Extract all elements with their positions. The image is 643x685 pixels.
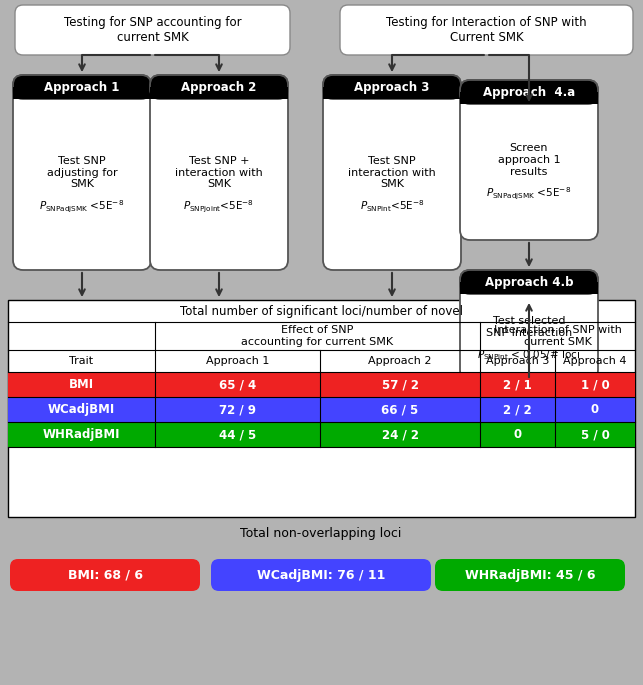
Text: WHRadjBMI: WHRadjBMI	[42, 428, 120, 441]
Text: 72 / 9: 72 / 9	[219, 403, 256, 416]
Text: $P_{\mathrm{SNPadjSMK}}$ <5E$^{-8}$: $P_{\mathrm{SNPadjSMK}}$ <5E$^{-8}$	[486, 186, 572, 202]
Text: 24 / 2: 24 / 2	[381, 428, 419, 441]
Text: BMI: BMI	[69, 378, 94, 391]
Text: 57 / 2: 57 / 2	[381, 378, 419, 391]
Text: Test selected
SNP interaction: Test selected SNP interaction	[486, 316, 572, 338]
Text: Total non-overlapping loci: Total non-overlapping loci	[240, 527, 402, 540]
Text: Test SNP +
interaction with
SMK: Test SNP + interaction with SMK	[175, 156, 263, 189]
Text: 5 / 0: 5 / 0	[581, 428, 610, 441]
Text: 65 / 4: 65 / 4	[219, 378, 256, 391]
FancyBboxPatch shape	[10, 559, 200, 591]
Text: Screen
approach 1
results: Screen approach 1 results	[498, 143, 560, 177]
Text: Test SNP
interaction with
SMK: Test SNP interaction with SMK	[348, 156, 436, 189]
Text: WCadjBMI: 76 / 11: WCadjBMI: 76 / 11	[257, 569, 385, 582]
Text: BMI: 68 / 6: BMI: 68 / 6	[68, 569, 143, 582]
Bar	[8, 397, 635, 422]
FancyBboxPatch shape	[323, 75, 461, 99]
Text: Approach  4.a: Approach 4.a	[483, 86, 575, 99]
Text: 0: 0	[514, 428, 521, 441]
Text: Approach 3: Approach 3	[486, 356, 549, 366]
Text: Approach 1: Approach 1	[206, 356, 269, 366]
FancyBboxPatch shape	[150, 75, 288, 270]
FancyBboxPatch shape	[460, 270, 598, 380]
Text: 0: 0	[591, 403, 599, 416]
Text: 1 / 0: 1 / 0	[581, 378, 610, 391]
Text: $P_{\mathrm{SNPint}}$ < 0.05/# loci: $P_{\mathrm{SNPint}}$ < 0.05/# loci	[477, 348, 581, 362]
Text: Test SNP
adjusting for
SMK: Test SNP adjusting for SMK	[47, 156, 117, 189]
Text: Approach 3: Approach 3	[354, 81, 430, 93]
FancyBboxPatch shape	[460, 80, 598, 240]
FancyBboxPatch shape	[460, 80, 598, 104]
Bar	[13, 87, 151, 99]
FancyBboxPatch shape	[15, 5, 290, 55]
Bar	[8, 422, 635, 447]
Bar	[150, 87, 288, 99]
Text: Approach 2: Approach 2	[181, 81, 257, 93]
FancyBboxPatch shape	[13, 75, 151, 99]
Text: $P_{\mathrm{SNPint}}$<5E$^{-8}$: $P_{\mathrm{SNPint}}$<5E$^{-8}$	[359, 199, 424, 214]
Text: 44 / 5: 44 / 5	[219, 428, 256, 441]
Text: 2 / 1: 2 / 1	[503, 378, 532, 391]
Text: WHRadjBMI: 45 / 6: WHRadjBMI: 45 / 6	[465, 569, 595, 582]
Text: 66 / 5: 66 / 5	[381, 403, 419, 416]
Text: Trait: Trait	[69, 356, 94, 366]
Text: 2 / 2: 2 / 2	[503, 403, 532, 416]
Bar	[460, 92, 598, 104]
Text: Approach 1: Approach 1	[44, 81, 120, 93]
Text: Total number of significant loci/number of novel: Total number of significant loci/number …	[180, 305, 463, 318]
Bar	[323, 87, 461, 99]
FancyBboxPatch shape	[323, 75, 461, 270]
FancyBboxPatch shape	[340, 5, 633, 55]
Text: Effect of SNP
accounting for current SMK: Effect of SNP accounting for current SMK	[241, 325, 394, 347]
FancyBboxPatch shape	[435, 559, 625, 591]
FancyBboxPatch shape	[13, 75, 151, 270]
Text: Interaction of SNP with
current SMK: Interaction of SNP with current SMK	[494, 325, 621, 347]
Bar	[8, 372, 635, 397]
Bar	[0, 0, 643, 300]
Text: Approach 2: Approach 2	[368, 356, 431, 366]
Bar	[8, 300, 635, 517]
Text: WCadjBMI: WCadjBMI	[48, 403, 115, 416]
Text: Approach 4.b: Approach 4.b	[485, 275, 574, 288]
FancyBboxPatch shape	[150, 75, 288, 99]
Text: Approach 4: Approach 4	[563, 356, 627, 366]
Text: Testing for Interaction of SNP with
Current SMK: Testing for Interaction of SNP with Curr…	[386, 16, 587, 44]
Text: $P_{\mathrm{SNPjoint}}$<5E$^{-8}$: $P_{\mathrm{SNPjoint}}$<5E$^{-8}$	[183, 199, 255, 214]
Bar	[460, 282, 598, 294]
Text: Testing for SNP accounting for
current SMK: Testing for SNP accounting for current S…	[64, 16, 241, 44]
FancyBboxPatch shape	[460, 270, 598, 294]
FancyBboxPatch shape	[211, 559, 431, 591]
Text: $P_{\mathrm{SNPadjSMK}}$ <5E$^{-8}$: $P_{\mathrm{SNPadjSMK}}$ <5E$^{-8}$	[39, 199, 125, 214]
